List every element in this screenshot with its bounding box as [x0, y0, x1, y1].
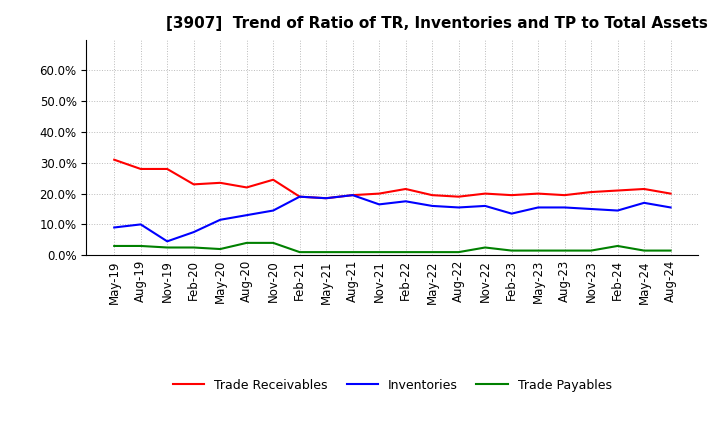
Trade Payables	[216, 246, 225, 252]
Inventories	[348, 192, 357, 198]
Inventories	[560, 205, 569, 210]
Trade Receivables	[560, 192, 569, 198]
Trade Payables	[136, 243, 145, 249]
Trade Receivables	[110, 157, 119, 162]
Trade Receivables	[322, 195, 330, 201]
Trade Receivables	[508, 192, 516, 198]
Trade Receivables	[640, 187, 649, 192]
Inventories	[454, 205, 463, 210]
Trade Payables	[269, 240, 277, 246]
Trade Payables	[454, 249, 463, 255]
Inventories	[322, 195, 330, 201]
Inventories	[428, 203, 436, 209]
Trade Receivables	[666, 191, 675, 196]
Trade Receivables	[375, 191, 384, 196]
Trade Payables	[481, 245, 490, 250]
Trade Receivables	[534, 191, 542, 196]
Trade Payables	[587, 248, 595, 253]
Inventories	[163, 238, 171, 244]
Inventories	[587, 206, 595, 212]
Line: Trade Receivables: Trade Receivables	[114, 160, 670, 198]
Trade Receivables	[401, 187, 410, 192]
Trade Receivables	[216, 180, 225, 185]
Trade Payables	[295, 249, 304, 255]
Inventories	[534, 205, 542, 210]
Inventories	[136, 222, 145, 227]
Trade Receivables	[428, 192, 436, 198]
Trade Payables	[110, 243, 119, 249]
Trade Payables	[428, 249, 436, 255]
Trade Receivables	[587, 189, 595, 194]
Trade Receivables	[136, 166, 145, 172]
Trade Payables	[243, 240, 251, 246]
Text: [3907]  Trend of Ratio of TR, Inventories and TP to Total Assets: [3907] Trend of Ratio of TR, Inventories…	[166, 16, 708, 32]
Trade Receivables	[163, 166, 171, 172]
Inventories	[401, 198, 410, 204]
Trade Receivables	[481, 191, 490, 196]
Inventories	[216, 217, 225, 222]
Trade Payables	[640, 248, 649, 253]
Trade Payables	[322, 249, 330, 255]
Trade Payables	[189, 245, 198, 250]
Trade Receivables	[295, 194, 304, 199]
Legend: Trade Receivables, Inventories, Trade Payables: Trade Receivables, Inventories, Trade Pa…	[168, 374, 617, 396]
Inventories	[110, 225, 119, 230]
Inventories	[243, 213, 251, 218]
Trade Receivables	[269, 177, 277, 182]
Inventories	[481, 203, 490, 209]
Trade Payables	[534, 248, 542, 253]
Line: Inventories: Inventories	[114, 195, 670, 241]
Trade Payables	[560, 248, 569, 253]
Trade Receivables	[613, 188, 622, 193]
Trade Payables	[375, 249, 384, 255]
Inventories	[508, 211, 516, 216]
Inventories	[375, 202, 384, 207]
Inventories	[189, 230, 198, 235]
Trade Payables	[508, 248, 516, 253]
Trade Payables	[401, 249, 410, 255]
Inventories	[666, 205, 675, 210]
Inventories	[640, 200, 649, 205]
Trade Payables	[613, 243, 622, 249]
Trade Payables	[348, 249, 357, 255]
Inventories	[613, 208, 622, 213]
Trade Receivables	[189, 182, 198, 187]
Trade Receivables	[454, 194, 463, 199]
Inventories	[295, 194, 304, 199]
Inventories	[269, 208, 277, 213]
Trade Receivables	[243, 185, 251, 190]
Line: Trade Payables: Trade Payables	[114, 243, 670, 252]
Trade Payables	[666, 248, 675, 253]
Trade Payables	[163, 245, 171, 250]
Trade Receivables	[348, 192, 357, 198]
